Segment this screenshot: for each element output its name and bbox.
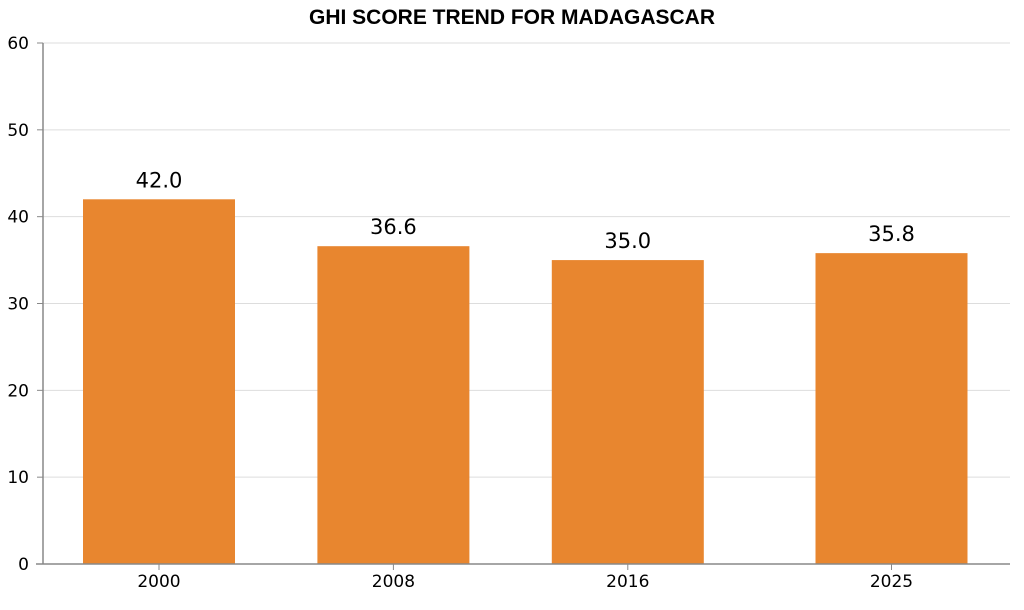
axes: 0 10 20 30 40 50 60 2000 2008 2016 2025 xyxy=(7,34,1010,592)
y-tick-label: 60 xyxy=(7,34,29,54)
y-tick-label: 30 xyxy=(7,295,29,315)
data-label: 35.8 xyxy=(868,222,915,246)
x-tick-label: 2016 xyxy=(606,572,649,592)
bar-2025 xyxy=(815,253,968,565)
y-tick-label: 50 xyxy=(7,121,29,141)
chart-title: GHI SCORE TREND FOR MADAGASCAR xyxy=(309,6,715,29)
y-tick-label: 10 xyxy=(7,468,29,488)
y-tick-label: 40 xyxy=(7,208,29,228)
bar-2008 xyxy=(317,246,470,564)
data-label: 35.0 xyxy=(604,229,651,253)
data-label: 42.0 xyxy=(136,168,183,192)
bar-2016 xyxy=(551,260,704,564)
data-label: 36.6 xyxy=(370,215,417,239)
x-tick-label: 2025 xyxy=(870,572,913,592)
bars: 42.0 36.6 35.0 35.8 xyxy=(83,168,968,565)
y-tick-label: 0 xyxy=(18,555,29,575)
bar-2000 xyxy=(83,199,235,565)
x-tick-label: 2000 xyxy=(137,572,180,592)
x-tick-label: 2008 xyxy=(372,572,415,592)
y-tick-label: 20 xyxy=(7,381,29,401)
